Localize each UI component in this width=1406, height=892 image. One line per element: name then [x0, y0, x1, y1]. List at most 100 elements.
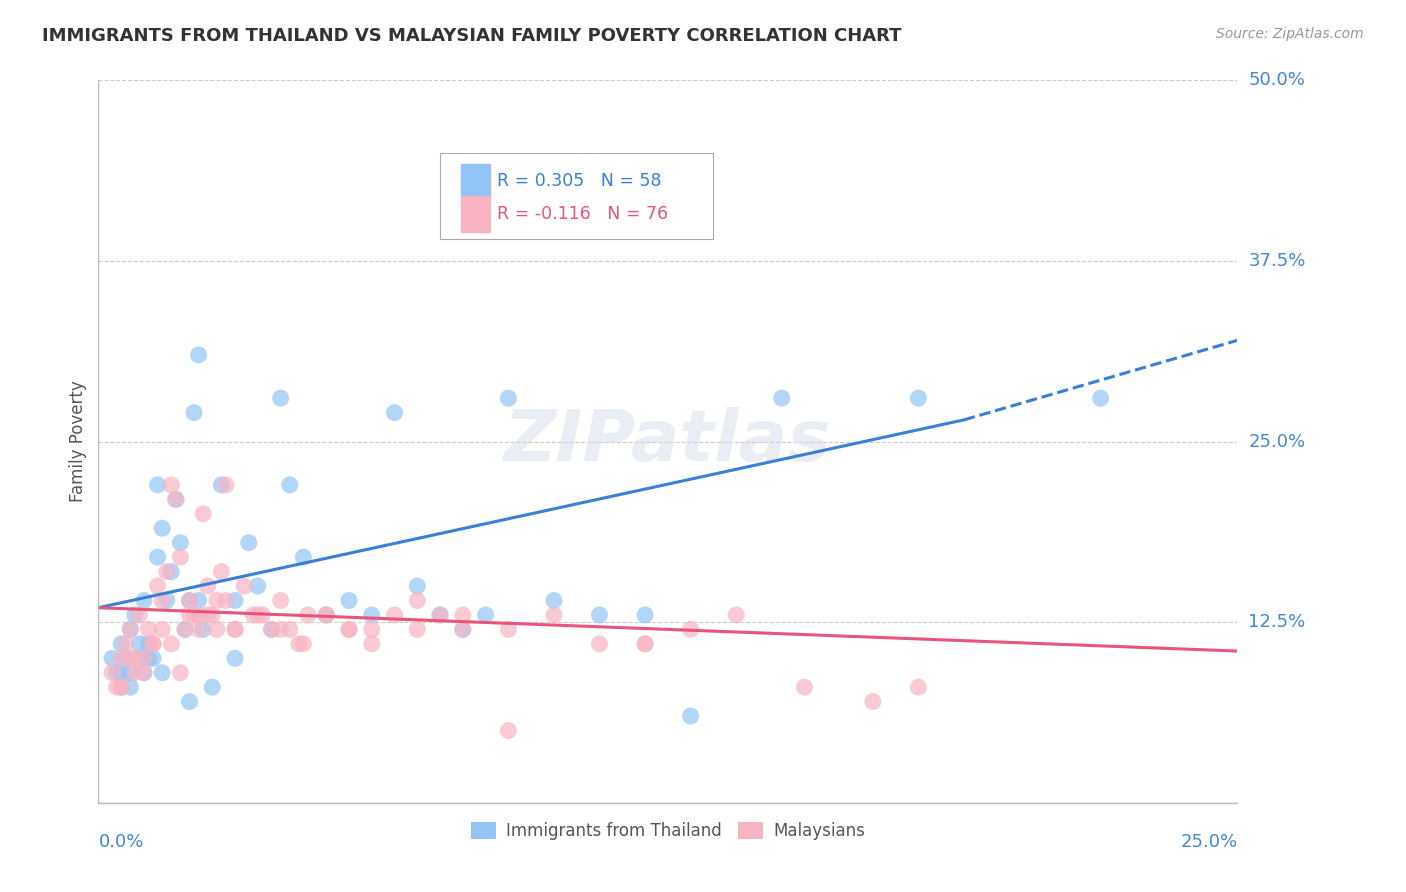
Point: [209, 565, 232, 579]
Point: [110, 637, 132, 651]
Point: [138, 651, 160, 665]
Point: [634, 637, 657, 651]
Point: [270, 623, 292, 637]
Point: [110, 651, 132, 665]
Point: [634, 607, 657, 622]
Point: [146, 550, 169, 565]
Point: [242, 607, 264, 622]
Text: 37.5%: 37.5%: [1249, 252, 1306, 270]
Point: [224, 623, 246, 637]
Point: [907, 680, 929, 694]
Text: IMMIGRANTS FROM THAILAND VS MALAYSIAN FAMILY POVERTY CORRELATION CHART: IMMIGRANTS FROM THAILAND VS MALAYSIAN FA…: [42, 27, 901, 45]
Point: [142, 651, 165, 665]
Point: [179, 593, 201, 607]
Point: [201, 680, 224, 694]
Point: [179, 607, 201, 622]
Y-axis label: Family Poverty: Family Poverty: [69, 381, 87, 502]
Point: [634, 637, 657, 651]
Point: [105, 680, 128, 694]
Point: [101, 665, 124, 680]
Point: [215, 593, 238, 607]
Text: 0.0%: 0.0%: [98, 833, 143, 851]
Text: Source: ZipAtlas.com: Source: ZipAtlas.com: [1216, 27, 1364, 41]
Point: [124, 651, 146, 665]
Point: [209, 478, 232, 492]
Text: 50.0%: 50.0%: [1249, 71, 1305, 89]
Point: [105, 665, 128, 680]
Point: [260, 623, 283, 637]
Point: [224, 593, 246, 607]
Point: [238, 535, 260, 549]
Point: [260, 623, 283, 637]
Point: [406, 579, 429, 593]
Point: [1090, 391, 1112, 405]
Point: [142, 637, 165, 651]
Point: [205, 623, 228, 637]
Point: [360, 623, 382, 637]
FancyBboxPatch shape: [461, 196, 491, 232]
Point: [679, 623, 702, 637]
Point: [114, 637, 136, 651]
Point: [770, 391, 793, 405]
Point: [278, 478, 301, 492]
Point: [160, 478, 183, 492]
Point: [406, 623, 429, 637]
Point: [406, 593, 429, 607]
FancyBboxPatch shape: [461, 164, 491, 199]
Point: [150, 593, 173, 607]
Point: [174, 623, 197, 637]
Point: [132, 665, 155, 680]
Point: [146, 579, 169, 593]
Point: [128, 637, 150, 651]
Point: [160, 637, 183, 651]
Point: [101, 651, 124, 665]
Point: [252, 607, 274, 622]
Point: [165, 492, 187, 507]
Point: [132, 665, 155, 680]
Point: [187, 623, 209, 637]
Point: [451, 607, 474, 622]
Point: [110, 680, 132, 694]
Point: [120, 623, 142, 637]
FancyBboxPatch shape: [440, 153, 713, 239]
Point: [315, 607, 337, 622]
Point: [907, 391, 929, 405]
Point: [292, 550, 315, 565]
Point: [128, 607, 150, 622]
Point: [292, 637, 315, 651]
Point: [150, 623, 173, 637]
Point: [150, 665, 173, 680]
Point: [110, 665, 132, 680]
Text: 25.0%: 25.0%: [1249, 433, 1306, 450]
Point: [224, 623, 246, 637]
Point: [120, 651, 142, 665]
Point: [138, 637, 160, 651]
Point: [498, 391, 520, 405]
Point: [793, 680, 815, 694]
Point: [120, 623, 142, 637]
Point: [179, 593, 201, 607]
Point: [187, 348, 209, 362]
Point: [297, 607, 319, 622]
Point: [270, 593, 292, 607]
Point: [156, 593, 179, 607]
Point: [588, 607, 610, 622]
Point: [146, 478, 169, 492]
Text: 25.0%: 25.0%: [1180, 833, 1237, 851]
Point: [360, 637, 382, 651]
Point: [337, 593, 360, 607]
Point: [187, 593, 209, 607]
Text: 12.5%: 12.5%: [1249, 613, 1306, 632]
Point: [197, 607, 219, 622]
Point: [114, 651, 136, 665]
Point: [498, 723, 520, 738]
Point: [197, 579, 219, 593]
Point: [187, 607, 209, 622]
Point: [174, 623, 197, 637]
Point: [384, 607, 406, 622]
Point: [201, 607, 224, 622]
Point: [124, 665, 146, 680]
Point: [360, 607, 382, 622]
Point: [150, 521, 173, 535]
Point: [543, 593, 565, 607]
